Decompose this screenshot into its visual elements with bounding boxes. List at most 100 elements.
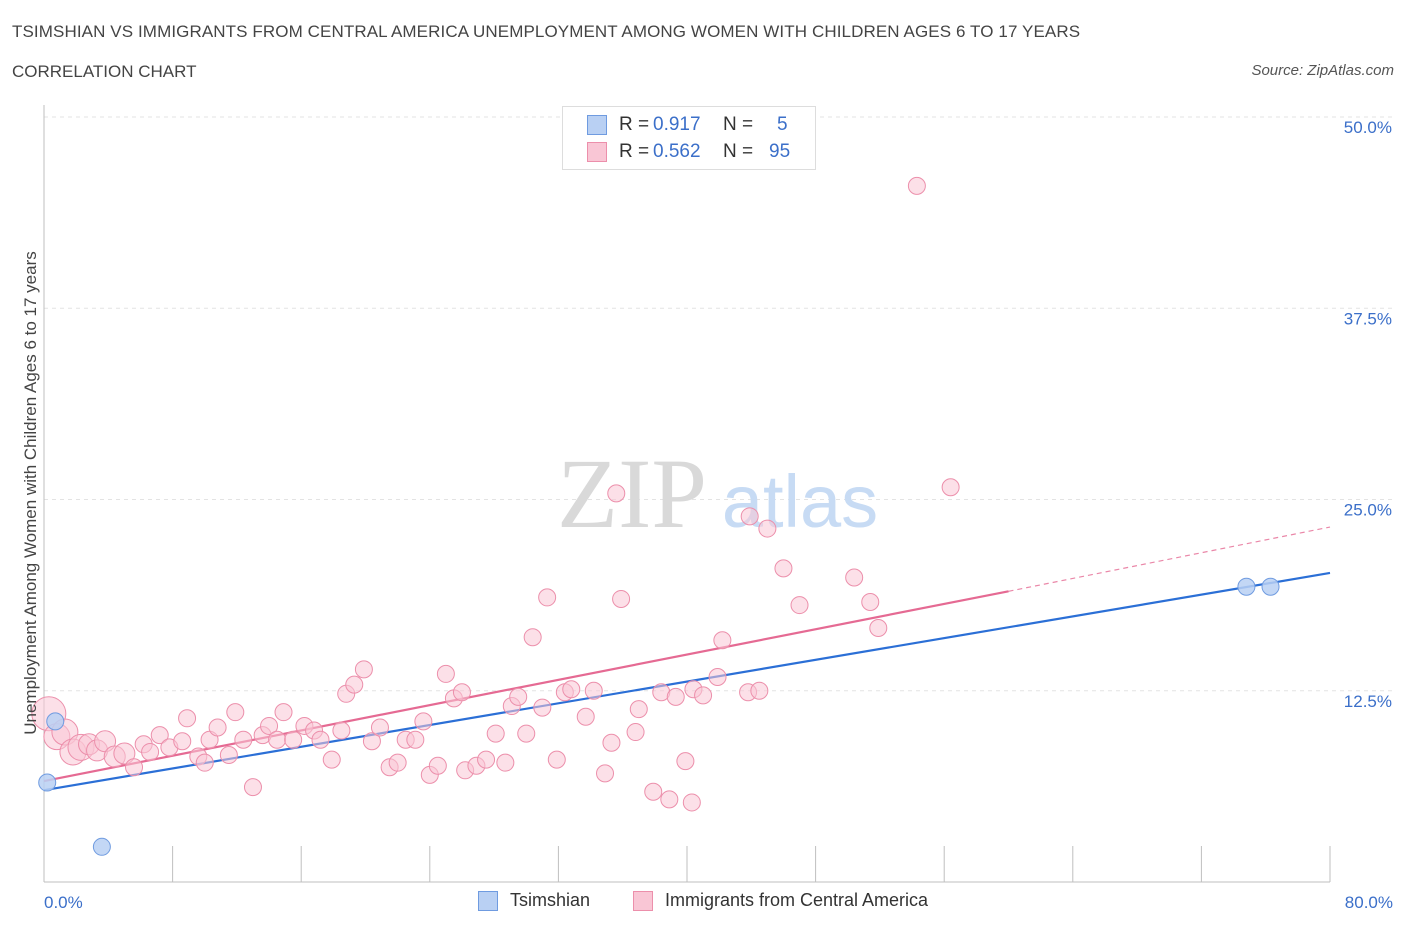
point-immigrants — [284, 730, 303, 749]
point-immigrants — [370, 718, 389, 737]
point-immigrants — [584, 681, 603, 700]
legend-r-label: R = — [619, 141, 650, 162]
correlation-legend: R = 0.917 N = 5 R = 0.562 N = 95 — [562, 106, 816, 170]
legend-swatch-tsimshian — [587, 115, 607, 135]
point-immigrants — [676, 752, 695, 771]
point-immigrants — [150, 726, 169, 745]
legend-row-immigrants: R = 0.562 N = 95 — [587, 140, 790, 164]
bottom-legend-swatch-tsimshian — [478, 890, 498, 911]
point-immigrants — [682, 793, 701, 812]
point-immigrants — [845, 568, 864, 587]
legend-n-label: N = — [723, 114, 754, 135]
point-immigrants — [666, 687, 685, 706]
bottom-legend-tsimshian: Tsimshian — [478, 890, 590, 911]
point-tsimshian — [1237, 577, 1256, 596]
point-tsimshian — [38, 773, 57, 792]
point-immigrants — [219, 746, 238, 765]
trendline-immigrants-extension — [1008, 526, 1331, 592]
source-label: Source: ZipAtlas.com — [1251, 62, 1394, 79]
point-immigrants — [332, 721, 351, 740]
point-immigrants — [629, 700, 648, 719]
watermark: ZIP atlas — [557, 438, 878, 549]
point-immigrants — [477, 750, 496, 769]
point-immigrants — [750, 681, 769, 700]
legend-swatch-immigrants — [587, 142, 607, 162]
point-immigrants — [452, 683, 471, 702]
point-immigrants — [607, 484, 626, 503]
point-immigrants — [362, 732, 381, 751]
bottom-legend-swatch-immigrants — [633, 890, 653, 911]
bottom-legend-label-tsimshian: Tsimshian — [510, 890, 591, 910]
point-immigrants — [907, 176, 926, 195]
watermark-zip: ZIP — [557, 438, 707, 549]
point-immigrants — [178, 709, 197, 728]
point-immigrants — [533, 698, 552, 717]
point-immigrants — [576, 707, 595, 726]
trendline-immigrants — [43, 590, 1009, 783]
point-immigrants — [869, 619, 888, 638]
point-immigrants — [861, 593, 880, 612]
point-immigrants — [436, 664, 455, 683]
point-immigrants — [113, 742, 136, 765]
point-immigrants — [941, 478, 960, 497]
chart-title: TSIMSHIAN VS IMMIGRANTS FROM CENTRAL AME… — [12, 22, 1081, 41]
point-immigrants — [523, 628, 542, 647]
point-immigrants — [322, 750, 341, 769]
point-immigrants — [562, 680, 581, 699]
point-immigrants — [226, 703, 245, 722]
bottom-legend-immigrants: Immigrants from Central America — [633, 890, 928, 911]
point-immigrants — [125, 758, 144, 777]
point-immigrants — [406, 730, 425, 749]
point-immigrants — [311, 730, 330, 749]
trendline-tsimshian — [43, 571, 1331, 792]
point-immigrants — [509, 687, 528, 706]
x-tick-label: 0.0% — [44, 893, 83, 912]
point-immigrants — [388, 753, 407, 772]
point-immigrants — [268, 730, 287, 749]
trend-layer — [43, 526, 1331, 792]
legend-r-label: R = — [619, 114, 650, 135]
point-immigrants — [354, 660, 373, 679]
point-immigrants — [517, 724, 536, 743]
point-immigrants — [345, 675, 364, 694]
point-immigrants — [790, 596, 809, 615]
point-immigrants — [260, 716, 279, 735]
point-immigrants — [774, 559, 793, 578]
point-immigrants — [428, 756, 447, 775]
point-tsimshian — [1261, 577, 1280, 596]
y-tick-label: 25.0% — [1344, 501, 1392, 520]
point-immigrants — [547, 750, 566, 769]
chart-subtitle: CORRELATION CHART — [12, 62, 197, 81]
point-immigrants — [486, 724, 505, 743]
point-immigrants — [538, 588, 557, 607]
point-immigrants — [141, 742, 160, 761]
y-tick-label: 50.0% — [1344, 118, 1392, 137]
point-immigrants — [602, 733, 621, 752]
point-immigrants — [713, 631, 732, 650]
y-axis-label: Unemployment Among Women with Children A… — [21, 251, 40, 735]
axes-layer — [43, 105, 1331, 883]
point-immigrants — [758, 519, 777, 538]
point-immigrants — [173, 732, 192, 751]
legend-row-tsimshian: R = 0.917 N = 5 — [587, 113, 788, 137]
legend-n-value: 5 — [777, 114, 788, 135]
point-immigrants — [644, 782, 663, 801]
legend-n-value: 95 — [769, 141, 791, 162]
grid-layer — [44, 116, 1395, 692]
bottom-legend-label-immigrants: Immigrants from Central America — [665, 890, 929, 910]
legend-r-value: 0.917 — [653, 114, 701, 135]
point-immigrants — [694, 686, 713, 705]
point-immigrants — [414, 712, 433, 731]
point-immigrants — [243, 778, 262, 797]
point-immigrants — [708, 667, 727, 686]
point-immigrants — [496, 753, 515, 772]
legend-n-label: N = — [723, 141, 754, 162]
point-immigrants — [208, 718, 227, 737]
y-tick-label: 12.5% — [1344, 692, 1392, 711]
point-tsimshian — [92, 837, 111, 856]
point-immigrants — [195, 753, 214, 772]
point-immigrants — [660, 790, 679, 809]
point-immigrants — [612, 589, 631, 608]
tick-labels: 12.5% 25.0% 37.5% 50.0% 0.0% 80.0% — [44, 118, 1393, 912]
